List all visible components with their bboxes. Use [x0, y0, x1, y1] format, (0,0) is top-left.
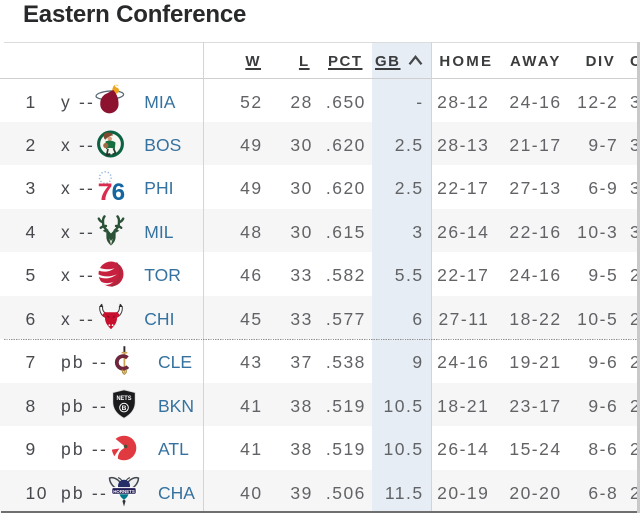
svg-text:7: 7 — [98, 179, 113, 203]
svg-text:NETS: NETS — [117, 395, 132, 402]
svg-text:HORNETS: HORNETS — [113, 489, 135, 495]
svg-text:B: B — [122, 405, 127, 412]
svg-text:6: 6 — [112, 179, 126, 203]
